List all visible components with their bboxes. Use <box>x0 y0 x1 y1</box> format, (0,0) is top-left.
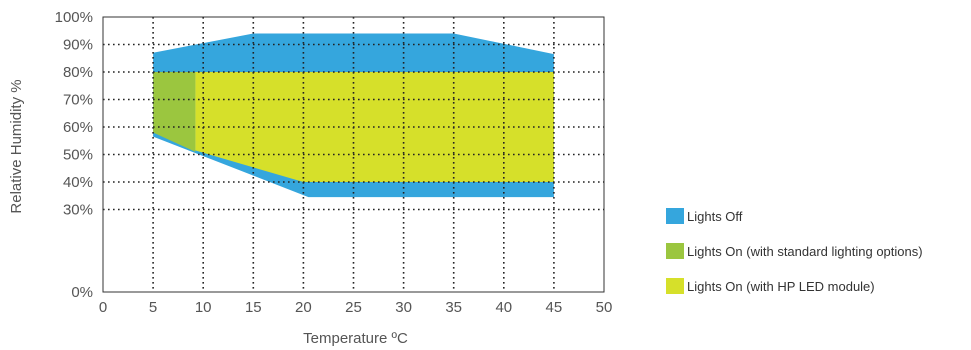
y-tick-label: 0% <box>71 284 93 301</box>
plot-frame <box>102 16 605 293</box>
legend-item-lights-on-hp-led: Lights On (with HP LED module) <box>666 277 923 295</box>
legend-label-lights-on-standard: Lights On (with standard lighting option… <box>687 243 923 259</box>
legend-swatch-lights-on-hp-led <box>666 278 684 294</box>
legend: Lights Off Lights On (with standard ligh… <box>666 207 923 312</box>
y-tick-label: 50% <box>63 147 93 164</box>
x-tick-label: 45 <box>546 299 563 316</box>
area-lights-on-with-standard-lighting-options <box>153 72 196 152</box>
chart-grid <box>103 17 604 292</box>
legend-item-lights-off: Lights Off <box>666 207 923 225</box>
x-tick-label: 25 <box>345 299 362 316</box>
x-tick-label: 15 <box>245 299 262 316</box>
legend-item-lights-on-standard: Lights On (with standard lighting option… <box>666 242 923 260</box>
y-tick-labels: 0% 30% 40% 50% 60% 70% 80% 90% 100% <box>55 9 93 301</box>
y-tick-label: 100% <box>55 9 93 26</box>
y-tick-label: 60% <box>63 119 93 136</box>
x-tick-label: 20 <box>295 299 312 316</box>
x-tick-label: 0 <box>99 299 107 316</box>
y-tick-label: 90% <box>63 37 93 54</box>
y-tick-label: 70% <box>63 92 93 109</box>
y-tick-label: 80% <box>63 64 93 81</box>
x-axis-title: Temperature ºC <box>303 330 408 347</box>
x-tick-labels: 0 5 10 15 20 25 30 35 40 45 50 <box>99 299 613 316</box>
legend-label-lights-on-hp-led: Lights On (with HP LED module) <box>687 278 875 294</box>
x-tick-label: 30 <box>395 299 412 316</box>
x-tick-label: 40 <box>495 299 512 316</box>
x-tick-label: 5 <box>149 299 157 316</box>
x-tick-label: 50 <box>596 299 613 316</box>
legend-swatch-lights-off <box>666 208 684 224</box>
legend-label-lights-off: Lights Off <box>687 208 743 224</box>
x-tick-label: 10 <box>195 299 212 316</box>
x-tick-label: 35 <box>445 299 462 316</box>
y-axis-title: Relative Humidity % <box>8 79 25 213</box>
y-tick-label: 30% <box>63 202 93 219</box>
legend-swatch-lights-on-standard <box>666 243 684 259</box>
y-tick-label: 40% <box>63 174 93 191</box>
